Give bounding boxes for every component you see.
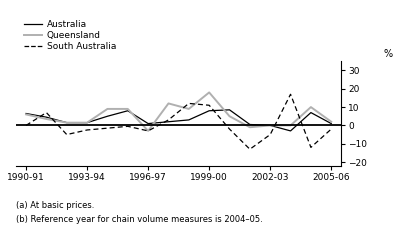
Australia: [146, 122, 150, 125]
Australia: [329, 122, 333, 125]
South Australia: [125, 125, 130, 128]
Queensland: [329, 120, 333, 123]
Australia: [187, 118, 191, 121]
South Australia: [268, 133, 273, 136]
Australia: [44, 116, 49, 118]
South Australia: [329, 128, 333, 131]
Australia: [288, 130, 293, 132]
Line: Queensland: Queensland: [26, 92, 331, 131]
Queensland: [166, 102, 171, 105]
Queensland: [44, 118, 49, 120]
South Australia: [85, 129, 89, 131]
South Australia: [227, 128, 232, 131]
Text: (a) At basic prices.: (a) At basic prices.: [16, 201, 94, 210]
Australia: [308, 111, 313, 114]
Line: Australia: Australia: [26, 110, 331, 131]
Australia: [207, 109, 212, 112]
South Australia: [247, 148, 252, 151]
South Australia: [146, 130, 150, 132]
Australia: [227, 109, 232, 111]
Queensland: [85, 121, 89, 124]
Queensland: [187, 108, 191, 110]
Queensland: [308, 106, 313, 109]
Australia: [125, 109, 130, 112]
Queensland: [105, 108, 110, 110]
South Australia: [64, 133, 69, 136]
Queensland: [207, 91, 212, 94]
Australia: [24, 112, 29, 115]
Queensland: [146, 130, 150, 132]
Line: South Australia: South Australia: [26, 94, 331, 149]
Australia: [268, 124, 273, 127]
Australia: [166, 120, 171, 123]
Queensland: [268, 124, 273, 127]
South Australia: [24, 124, 29, 127]
South Australia: [288, 93, 293, 96]
Australia: [247, 123, 252, 126]
Queensland: [24, 113, 29, 116]
South Australia: [44, 111, 49, 114]
South Australia: [105, 127, 110, 130]
Australia: [85, 121, 89, 124]
Queensland: [125, 108, 130, 110]
Text: (b) Reference year for chain volume measures is 2004–05.: (b) Reference year for chain volume meas…: [16, 215, 263, 224]
South Australia: [308, 146, 313, 149]
Australia: [64, 121, 69, 124]
South Australia: [166, 118, 171, 121]
South Australia: [207, 104, 212, 107]
Text: %: %: [384, 49, 393, 59]
Australia: [105, 115, 110, 118]
South Australia: [187, 102, 191, 105]
Queensland: [247, 126, 252, 129]
Queensland: [288, 124, 293, 127]
Queensland: [64, 121, 69, 124]
Legend: Australia, Queensland, South Australia: Australia, Queensland, South Australia: [20, 17, 119, 55]
Queensland: [227, 115, 232, 118]
